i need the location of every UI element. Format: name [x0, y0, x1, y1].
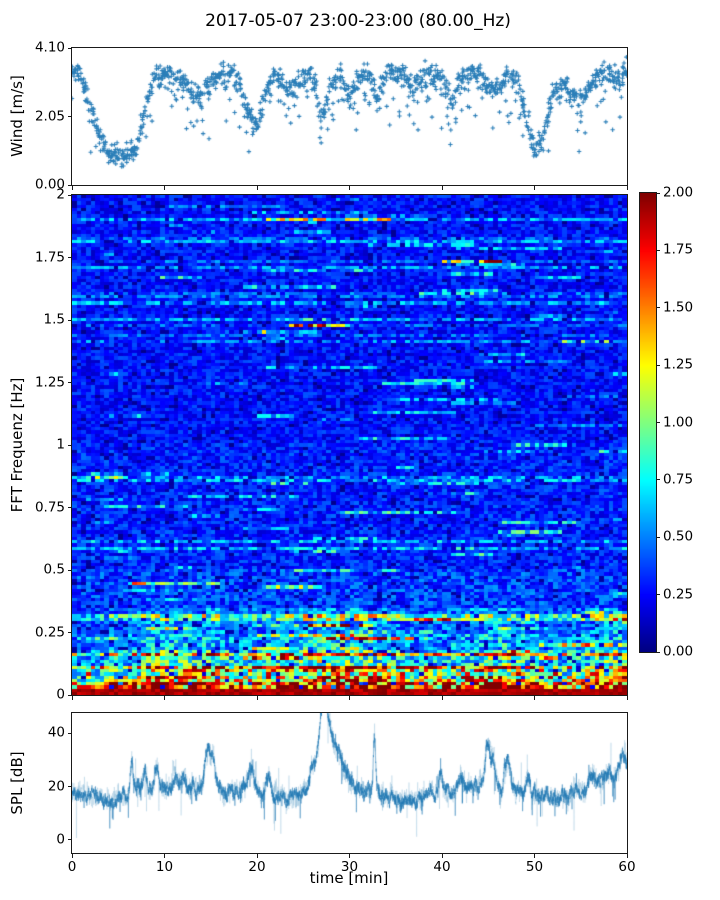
y-tick-label: 1.5 — [43, 311, 65, 328]
y-tick-label: 1 — [56, 436, 65, 453]
x-tick-mark — [71, 854, 73, 858]
x-tick-label: 10 — [155, 859, 174, 875]
x-tick-mark — [164, 186, 165, 190]
colorbar-tick-mark — [656, 536, 660, 538]
y-tick-label: 0.75 — [34, 498, 65, 515]
x-tick-label: 0 — [67, 859, 77, 875]
fft-y-axis-label: FFT Frequenz [Hz] — [8, 377, 26, 513]
x-tick-mark — [71, 186, 73, 190]
x-tick-mark — [626, 854, 628, 858]
x-tick-mark — [349, 186, 350, 190]
colorbar-tick-label: 2.00 — [663, 184, 694, 201]
x-tick-mark — [626, 696, 628, 700]
x-tick-mark — [534, 854, 535, 858]
y-tick-mark — [68, 47, 72, 49]
colorbar-tick-label: 1.00 — [663, 413, 694, 430]
y-tick-mark — [68, 194, 72, 196]
x-tick-mark — [349, 696, 350, 700]
y-tick-mark — [68, 569, 72, 571]
y-tick-label: 40 — [47, 724, 65, 741]
colorbar-tick-label: 0.75 — [663, 471, 694, 488]
x-tick-mark — [626, 186, 628, 190]
y-tick-label: 1.75 — [34, 248, 65, 265]
colorbar-tick-label: 1.50 — [663, 299, 694, 315]
colorbar-canvas — [640, 193, 656, 652]
wind-y-axis-label: Wind [m/s] — [8, 75, 26, 157]
spl-line-canvas — [72, 713, 627, 853]
colorbar-tick-label: 1.75 — [663, 241, 694, 258]
x-tick-mark — [441, 186, 443, 190]
colorbar-tick-mark — [656, 422, 660, 423]
colorbar-tick-mark — [656, 651, 660, 653]
colorbar-tick-label: 0.00 — [663, 643, 694, 660]
y-tick-label: 20 — [47, 777, 65, 794]
y-tick-mark — [68, 507, 72, 508]
y-tick-mark — [68, 116, 72, 117]
colorbar-tick-label: 0.50 — [663, 528, 694, 545]
colorbar-tick-label: 0.25 — [663, 585, 694, 602]
y-tick-label: 2.05 — [34, 107, 65, 124]
x-tick-label: 20 — [248, 859, 266, 875]
x-tick-mark — [256, 186, 258, 190]
spl-y-axis-label: SPL [dB] — [8, 751, 26, 815]
time-x-axis-label: time [min] — [309, 869, 389, 887]
y-tick-label: 1.25 — [34, 373, 65, 390]
x-tick-mark — [534, 696, 535, 700]
y-tick-label: 2 — [56, 186, 65, 203]
x-tick-mark — [256, 854, 258, 858]
x-tick-label: 50 — [525, 859, 544, 875]
colorbar-tick-mark — [656, 594, 660, 596]
colorbar — [639, 192, 657, 653]
x-tick-label: 30 — [340, 859, 359, 875]
y-tick-mark — [68, 632, 72, 633]
colorbar-tick-label: 1.25 — [663, 356, 694, 373]
x-tick-mark — [71, 696, 73, 700]
colorbar-tick-mark — [656, 249, 660, 251]
wind-scatter-plot — [71, 47, 628, 186]
x-tick-mark — [256, 696, 258, 700]
x-tick-mark — [349, 854, 350, 858]
y-tick-mark — [68, 786, 72, 788]
y-tick-mark — [68, 839, 72, 841]
spectrogram-canvas — [72, 195, 627, 695]
y-tick-label: 4.10 — [34, 39, 65, 56]
x-tick-mark — [441, 696, 443, 700]
y-tick-label: 0.00 — [34, 176, 65, 193]
y-tick-label: 0 — [56, 831, 65, 848]
x-tick-mark — [164, 696, 165, 700]
y-tick-label: 0 — [56, 686, 65, 703]
x-tick-label: 40 — [433, 859, 451, 875]
y-tick-mark — [68, 694, 72, 696]
y-tick-label: 0.25 — [34, 623, 65, 640]
y-tick-label: 0.5 — [43, 561, 65, 578]
x-tick-mark — [441, 854, 443, 858]
fft-spectrogram-plot — [71, 194, 628, 696]
x-tick-mark — [164, 854, 165, 858]
wind-scatter-canvas — [72, 48, 627, 185]
y-tick-mark — [68, 257, 72, 258]
y-tick-mark — [68, 319, 72, 321]
figure-title: 2017-05-07 23:00-23:00 (80.00_Hz) — [205, 11, 511, 31]
colorbar-tick-mark — [656, 479, 660, 481]
colorbar-tick-mark — [656, 192, 660, 194]
x-tick-mark — [534, 186, 535, 190]
y-tick-mark — [68, 732, 72, 734]
spl-line-plot — [71, 712, 628, 854]
y-tick-mark — [68, 184, 72, 186]
x-tick-label: 60 — [618, 859, 636, 875]
colorbar-tick-mark — [656, 364, 660, 366]
colorbar-tick-mark — [656, 307, 660, 309]
y-tick-mark — [68, 444, 72, 446]
y-tick-mark — [68, 382, 72, 383]
